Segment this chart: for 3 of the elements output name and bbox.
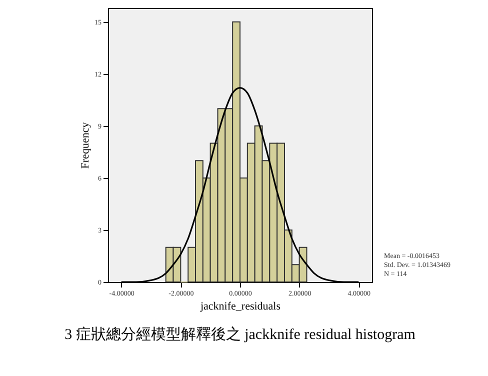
- text: 3 症狀總分經模型解釋後之 jackknife residual histogram: [64, 326, 416, 343]
- y-axis-title: Frequency: [80, 122, 92, 169]
- x-axis-title: jacknife_residuals: [199, 300, 281, 312]
